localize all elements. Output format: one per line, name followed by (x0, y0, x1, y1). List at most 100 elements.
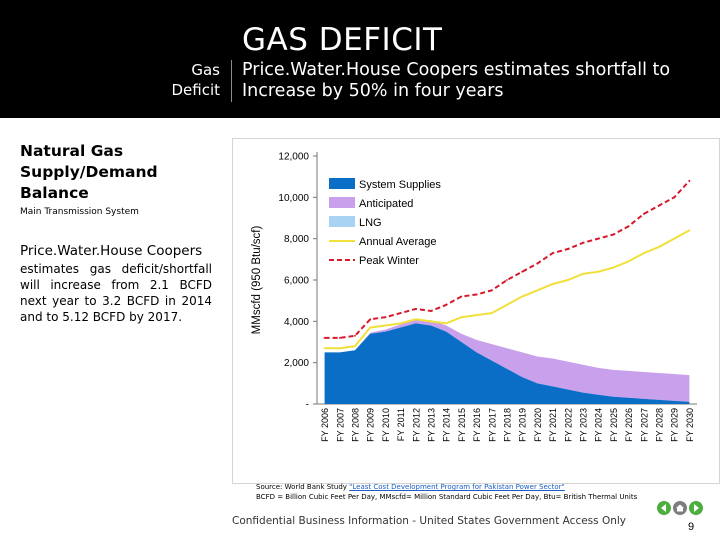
peak-winter-point (430, 310, 432, 312)
y-tick-label: - (306, 400, 309, 411)
section-label: Gas Deficit (100, 60, 220, 100)
header-banner: GAS DEFICIT Price.Water.House Coopers es… (0, 0, 720, 118)
panel-description-head: Price.Water.House Coopers (20, 243, 203, 259)
peak-winter-point (536, 262, 539, 265)
peak-winter-point (612, 233, 615, 236)
arrow-right-icon[interactable] (689, 501, 703, 515)
annual-average-point (399, 322, 402, 325)
source-prefix: Source: World Bank Study (256, 483, 347, 491)
x-tick-label: FY 2014 (442, 408, 452, 442)
y-tick-label: 6,000 (284, 276, 309, 287)
annual-average-point (521, 295, 524, 298)
x-tick-label: FY 2026 (624, 408, 634, 442)
annual-average-point (354, 345, 356, 348)
peak-winter-point (475, 293, 478, 296)
legend-swatch (329, 178, 355, 189)
annual-average-point (551, 283, 554, 286)
legend-label: Annual Average (359, 236, 436, 248)
legend-label: LNG (359, 217, 382, 229)
annual-average-point (338, 347, 341, 350)
y-tick-label: 12,000 (278, 152, 309, 163)
annual-average-point (490, 312, 493, 314)
annual-average-point (369, 326, 372, 329)
y-axis-title: MMscfd (950 Btu/scf) (251, 226, 263, 335)
x-tick-label: FY 2028 (655, 408, 665, 442)
y-tick-label: 8,000 (284, 234, 309, 245)
source-note: Source: World Bank Study "Least Cost Dev… (256, 482, 696, 502)
source-link[interactable]: "Least Cost Development Program for Paki… (349, 483, 565, 491)
x-tick-label: FY 2008 (351, 408, 361, 442)
panel-system-label: Main Transmission System (20, 207, 139, 217)
x-tick-label: FY 2021 (548, 408, 558, 442)
section-label-line1: Gas (191, 61, 220, 79)
annual-average-point (597, 270, 600, 273)
legend-label: System Supplies (359, 179, 441, 191)
x-tick-label: FY 2025 (609, 408, 619, 442)
x-tick-label: FY 2012 (411, 408, 421, 442)
arrow-left-icon[interactable] (657, 501, 671, 515)
x-tick-label: FY 2019 (518, 408, 528, 442)
peak-winter-point (597, 237, 600, 240)
annual-average-point (673, 237, 676, 240)
y-tick-label: 10,000 (278, 193, 309, 204)
peak-winter-point (445, 303, 448, 306)
series-system-supplies-area (324, 323, 690, 404)
legend-swatch (329, 216, 355, 227)
x-tick-label: FY 2011 (396, 408, 406, 441)
legend-label: Peak Winter (359, 255, 419, 267)
home-icon[interactable] (673, 501, 687, 515)
annual-average-point (414, 318, 417, 321)
panel-title: Natural Gas Supply/Demand Balance (20, 142, 158, 202)
x-tick-label: FY 2027 (639, 408, 649, 442)
x-tick-label: FY 2013 (427, 408, 437, 442)
peak-winter-point (354, 334, 356, 337)
peak-winter-point (582, 241, 584, 244)
page-subtitle: Price.Water.House Coopers estimates shor… (242, 60, 671, 101)
x-tick-label: FY 2010 (381, 408, 391, 442)
y-tick-label: 4,000 (284, 317, 309, 328)
legend-label: Anticipated (359, 198, 413, 210)
series-anticipated-area (324, 319, 690, 402)
x-tick-label: FY 2018 (503, 408, 513, 442)
annual-average-point (688, 229, 691, 232)
x-tick-label: FY 2015 (457, 408, 467, 442)
page-title: GAS DEFICIT (242, 22, 443, 58)
peak-winter-point (460, 295, 463, 298)
peak-winter-point (642, 212, 645, 215)
peak-winter-point (521, 270, 524, 273)
peak-winter-point (490, 289, 493, 292)
peak-winter-point (414, 308, 417, 310)
annual-average-point (460, 316, 463, 319)
peak-winter-point (627, 225, 630, 228)
annual-average-point (612, 266, 615, 269)
x-tick-label: FY 2030 (685, 408, 695, 442)
annual-average-point (566, 279, 569, 281)
peak-winter-point (506, 279, 508, 281)
x-tick-label: FY 2007 (335, 408, 345, 442)
peak-winter-point (566, 248, 569, 250)
header-divider (231, 60, 232, 102)
annual-average-point (536, 289, 539, 292)
legend-swatch (329, 197, 355, 208)
peak-winter-point (551, 252, 554, 255)
x-tick-label: FY 2020 (533, 408, 543, 442)
confidential-footer: Confidential Business Information - Unit… (232, 515, 627, 527)
peak-winter-point (673, 196, 676, 199)
annual-average-point (658, 246, 660, 248)
peak-winter-point (384, 316, 387, 319)
section-label-line2: Deficit (171, 81, 220, 99)
peak-winter-point (369, 318, 372, 321)
peak-winter-point (323, 336, 326, 339)
annual-average-point (506, 303, 508, 306)
annual-average-point (384, 324, 387, 327)
annual-average-point (445, 322, 448, 325)
panel-description-body: estimates gas deficit/shortfall will inc… (20, 262, 212, 324)
x-tick-label: FY 2029 (670, 408, 680, 442)
x-tick-label: FY 2017 (487, 408, 497, 442)
peak-winter-point (338, 336, 341, 339)
peak-winter-point (399, 312, 402, 314)
peak-winter-point (658, 204, 660, 207)
x-tick-label: FY 2024 (594, 408, 604, 442)
page-number: 9 (688, 521, 695, 533)
panel-description: Price.Water.House Coopers estimates gas … (20, 243, 212, 325)
